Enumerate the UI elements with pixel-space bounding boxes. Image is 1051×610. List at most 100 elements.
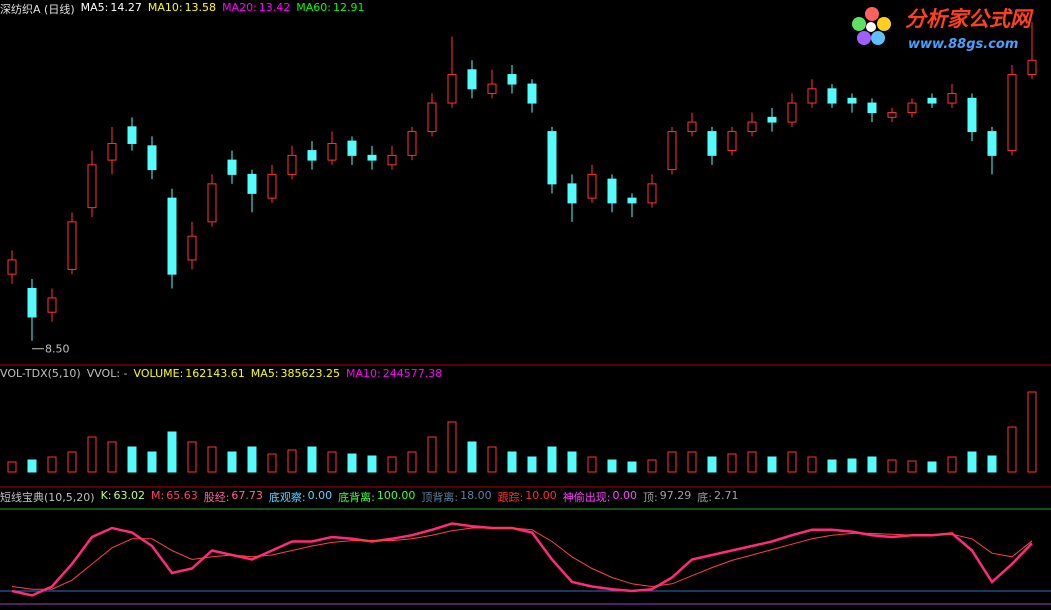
volume-bar	[687, 451, 697, 473]
candle-body	[827, 88, 837, 104]
candle-body	[767, 116, 777, 123]
volume-bar	[47, 456, 57, 473]
volume-bar	[467, 441, 477, 473]
candle-body	[107, 142, 117, 161]
volume-bar	[227, 451, 237, 473]
volume-bar	[487, 446, 497, 473]
candle-body	[147, 145, 157, 171]
candle-body	[407, 131, 417, 156]
legend-label: 顶:	[643, 491, 658, 504]
legend-item: M: 65.63	[151, 489, 198, 505]
volume-bar	[727, 453, 737, 473]
legend-value: 14.27	[110, 1, 142, 14]
candle-body	[367, 154, 377, 161]
candle-body	[127, 126, 137, 144]
logo-title: 分析家公式网	[905, 7, 1034, 31]
volume-bar	[867, 456, 877, 473]
candle-body	[347, 140, 357, 156]
legend-value: 18.00	[460, 489, 492, 502]
legend-item: MA10: 13.58	[148, 1, 216, 17]
volume-bar	[827, 459, 837, 473]
volume-bar	[707, 456, 717, 473]
volume-bar	[407, 451, 417, 473]
candle-body	[1007, 74, 1017, 152]
candle-body	[787, 102, 797, 123]
legend-item: MA10: 244577.38	[346, 367, 442, 380]
volume-bar	[987, 455, 997, 473]
legend-value: 13.58	[184, 1, 217, 14]
legend-label: 神偷出现:	[562, 491, 611, 504]
volume-bar	[807, 456, 817, 473]
volume-bar	[1027, 391, 1037, 473]
volume-bar	[747, 451, 757, 473]
legend-item: 底观察: 0.00	[269, 489, 332, 505]
legend-value: 65.63	[166, 489, 198, 502]
volume-bar	[887, 459, 897, 473]
legend-label: K:	[100, 489, 112, 502]
volume-bar	[167, 431, 177, 473]
legend-value: 12.91	[333, 1, 365, 14]
volume-bar	[127, 446, 137, 473]
legend-value: 244577.38	[382, 367, 443, 380]
volume-bar	[7, 461, 17, 473]
candle-body	[967, 97, 977, 133]
volume-bar	[27, 459, 37, 473]
volume-bar	[147, 451, 157, 473]
legend-value: 100.00	[376, 489, 416, 502]
volume-header: VOL-TDX(5,10) VVOL: - VOLUME: 162143.61 MA5:…	[0, 367, 442, 380]
volume-bar	[767, 456, 777, 473]
pane-title: 短线宝典(10,5,20)	[0, 491, 95, 504]
candle-body	[427, 102, 437, 133]
candle-body	[867, 102, 877, 114]
volume-bar	[927, 461, 937, 473]
volume-bar	[967, 451, 977, 473]
candle-body	[587, 173, 597, 199]
legend-value: 0.00	[612, 489, 638, 502]
volume-bar	[187, 441, 197, 473]
candle-body	[207, 183, 217, 223]
volume-bar	[67, 451, 77, 473]
volume-bar	[207, 446, 217, 473]
candle-body	[987, 131, 997, 156]
legend-label: MA10:	[346, 367, 381, 380]
candle-body	[467, 69, 477, 90]
logo-flower	[852, 7, 891, 45]
volume-bar	[387, 456, 397, 473]
candle-body	[667, 131, 677, 171]
volume-bar	[447, 421, 457, 473]
candle-body	[487, 83, 497, 95]
candle-body	[327, 142, 337, 161]
candle-body	[847, 97, 857, 104]
legend-label: 跟踪:	[497, 491, 524, 504]
volume-bar	[567, 451, 577, 473]
candle-body	[547, 131, 557, 185]
candle-body	[887, 112, 897, 118]
volume-bar	[507, 451, 517, 473]
legend-value: 67.73	[231, 489, 263, 502]
legend-item: 股经: 67.73	[204, 489, 263, 505]
legend-value: 13.42	[258, 1, 291, 14]
volume-bar	[347, 453, 357, 473]
candle-body	[307, 150, 317, 161]
volume-bar	[307, 446, 317, 473]
candle-body	[947, 93, 957, 104]
candle-body	[607, 178, 617, 204]
candle-body	[447, 74, 457, 104]
legend-label: VOLUME:	[133, 367, 184, 380]
volume-bar	[947, 456, 957, 473]
legend-label: MA5:	[250, 367, 279, 380]
candle-body	[247, 173, 257, 194]
legend-value: 162143.61	[185, 367, 245, 380]
legend-item: MA60: 12.91	[296, 1, 364, 17]
legend-item: VOLUME: 162143.61	[134, 367, 245, 380]
pane-title: 深纺织A (日线)	[0, 3, 75, 16]
candle-body	[707, 131, 717, 156]
candle-body	[227, 159, 237, 175]
legend-label: 底:	[697, 491, 712, 504]
legend-value: 97.29	[659, 489, 692, 502]
volume-bar	[547, 446, 557, 473]
legend-label: 底背离:	[338, 491, 375, 504]
volume-bar	[627, 461, 637, 473]
